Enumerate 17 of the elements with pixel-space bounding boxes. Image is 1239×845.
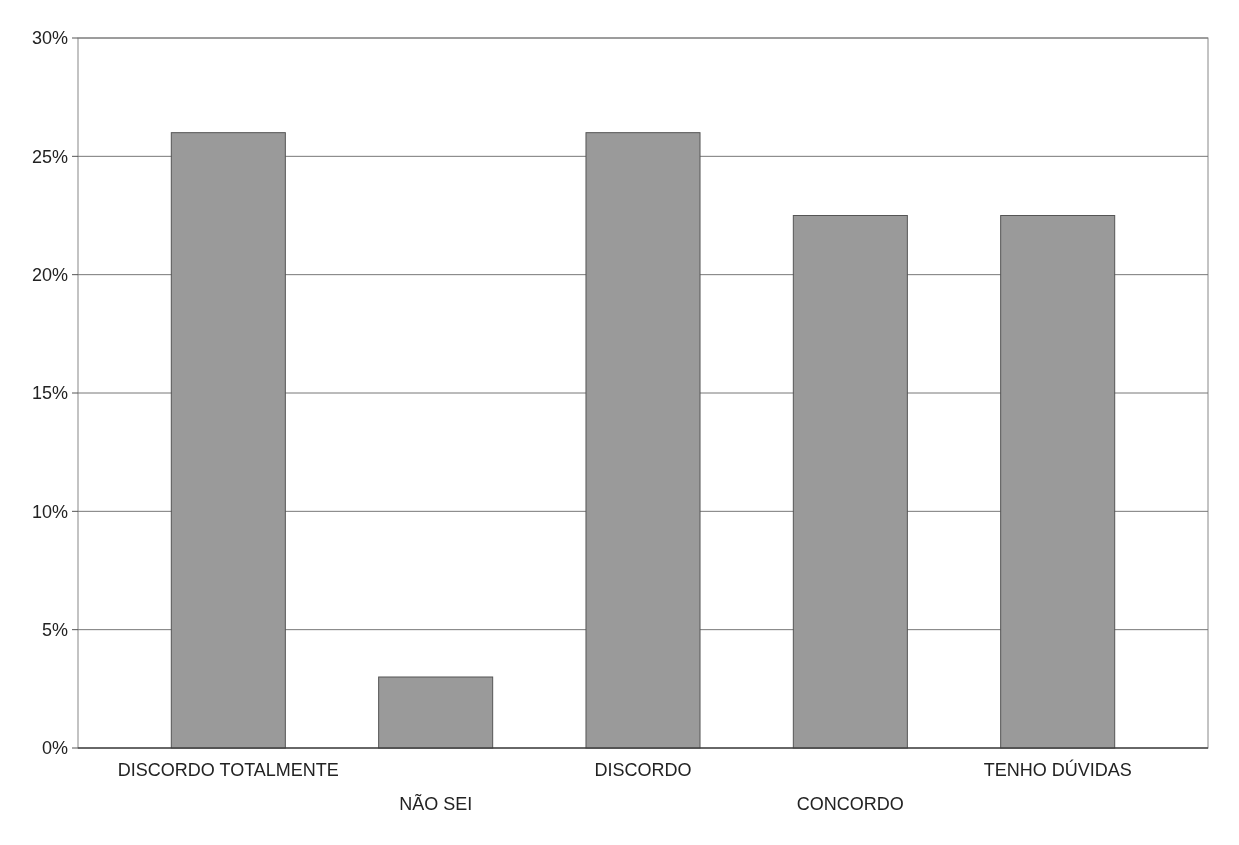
y-tick-label: 25% bbox=[31, 146, 68, 167]
bar bbox=[170, 132, 286, 749]
x-tick-label: NÃO SEI bbox=[399, 793, 473, 814]
y-tick-label: 5% bbox=[41, 619, 68, 640]
y-tick-label: 20% bbox=[31, 264, 68, 285]
x-tick-label: CONCORDO bbox=[796, 794, 904, 814]
bar bbox=[792, 215, 908, 749]
y-tick-label: 0% bbox=[41, 738, 68, 759]
x-tick-label: TENHO DÚVIDAS bbox=[983, 759, 1132, 780]
x-tick-label: DISCORDO bbox=[594, 760, 692, 780]
bar bbox=[585, 132, 701, 749]
y-tick-label: 10% bbox=[31, 501, 68, 522]
bar bbox=[1000, 215, 1116, 749]
bar bbox=[378, 676, 494, 749]
x-tick-label: DISCORDO TOTALMENTE bbox=[117, 760, 339, 780]
y-tick-label: 30% bbox=[31, 28, 68, 49]
y-tick-label: 15% bbox=[31, 383, 68, 404]
